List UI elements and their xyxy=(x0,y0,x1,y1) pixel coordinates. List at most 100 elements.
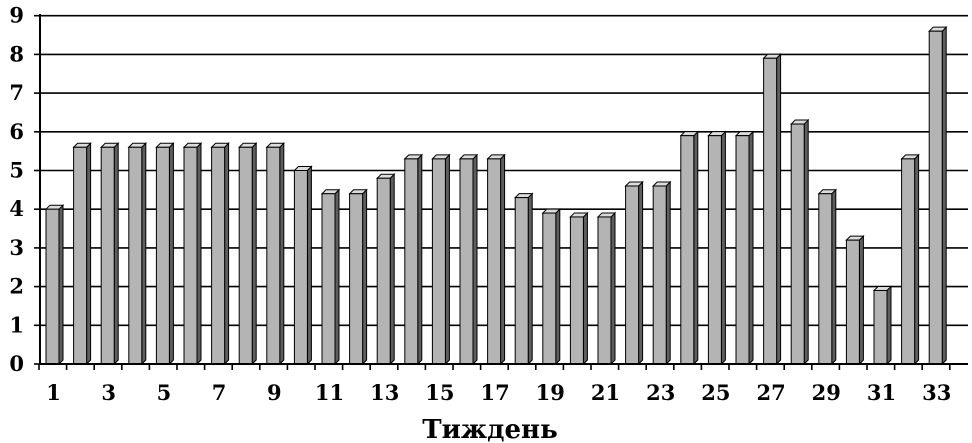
bar xyxy=(789,118,810,366)
bar-side xyxy=(555,207,561,366)
bar-front xyxy=(266,146,281,365)
y-tick-label: 0 xyxy=(9,351,24,376)
bar-front xyxy=(45,208,60,365)
bar xyxy=(182,142,203,366)
bar-front xyxy=(211,146,226,365)
x-tick-label: 5 xyxy=(157,380,172,405)
bar-front xyxy=(431,158,446,365)
bar xyxy=(927,25,948,366)
bar-front xyxy=(680,135,695,365)
y-tick-label: 3 xyxy=(9,235,24,260)
x-axis-title: Тиждень xyxy=(422,415,557,443)
bar-front xyxy=(873,289,888,365)
y-tick-label: 6 xyxy=(9,119,24,144)
bar-side xyxy=(251,142,257,366)
bar-side xyxy=(803,118,809,366)
bar-side xyxy=(500,153,506,366)
bar-front xyxy=(293,170,308,365)
bar-side xyxy=(831,188,837,366)
bar xyxy=(596,211,617,366)
bar-side xyxy=(638,180,644,366)
bar-front xyxy=(625,185,640,365)
bar xyxy=(403,153,424,366)
bar-side xyxy=(748,130,754,366)
bar-side xyxy=(113,142,119,366)
bar-front xyxy=(514,197,529,365)
bar xyxy=(513,192,534,366)
bar xyxy=(320,188,341,366)
y-tick-label: 4 xyxy=(9,196,24,221)
bar-side xyxy=(941,25,947,366)
bar-side xyxy=(306,165,312,366)
bar-side xyxy=(886,285,892,366)
bar-front xyxy=(487,158,502,365)
bar-front xyxy=(349,193,364,365)
bar xyxy=(845,234,865,366)
bar xyxy=(44,203,65,366)
bar xyxy=(679,130,700,366)
bar-side xyxy=(527,192,533,366)
y-tick-label: 9 xyxy=(9,3,24,28)
x-tick-label: 33 xyxy=(922,380,951,405)
bar-side xyxy=(389,173,395,366)
bar-side xyxy=(444,153,450,366)
bar-side xyxy=(58,203,64,366)
x-tick-label: 31 xyxy=(867,380,896,405)
bar-front xyxy=(901,158,916,365)
bar xyxy=(375,173,396,366)
bar-side xyxy=(86,142,92,366)
bar-front xyxy=(542,212,557,365)
bar-side xyxy=(224,142,230,366)
bar-front xyxy=(652,185,667,365)
bar-front xyxy=(597,216,612,365)
bar xyxy=(348,188,368,366)
bar-front xyxy=(376,177,391,365)
y-tick-label: 7 xyxy=(9,80,24,105)
x-tick-label: 25 xyxy=(701,380,730,405)
bar-side xyxy=(362,188,368,366)
bar-front xyxy=(735,135,750,365)
bar xyxy=(293,165,313,366)
bar-side xyxy=(417,153,423,366)
bar-front xyxy=(928,30,943,365)
x-tick-label: 3 xyxy=(101,380,116,405)
bar-side xyxy=(141,142,147,366)
bar xyxy=(72,142,92,366)
y-tick-label: 8 xyxy=(9,41,24,66)
x-tick-label: 7 xyxy=(212,380,227,405)
x-tick-label: 15 xyxy=(425,380,454,405)
bar xyxy=(458,153,479,366)
bar xyxy=(486,153,506,366)
bar-front xyxy=(100,146,115,365)
bar-side xyxy=(720,130,726,366)
x-tick-label: 1 xyxy=(46,380,61,405)
bar xyxy=(210,142,230,366)
bar-front xyxy=(155,146,170,365)
y-tick-label: 2 xyxy=(9,274,24,299)
bar xyxy=(431,153,451,366)
bar-front xyxy=(404,158,419,365)
bar xyxy=(127,142,148,366)
bar-front xyxy=(183,146,198,365)
bar xyxy=(155,142,175,366)
bar-front xyxy=(790,123,805,365)
bar-front xyxy=(73,146,88,365)
bar xyxy=(624,180,644,366)
x-tick-label: 11 xyxy=(315,380,344,405)
x-tick-label: 23 xyxy=(646,380,675,405)
bar-side xyxy=(196,142,202,366)
bar-front xyxy=(128,146,143,365)
bar xyxy=(900,153,920,366)
bar xyxy=(762,53,782,366)
bar-side xyxy=(168,142,174,366)
bar-side xyxy=(582,211,588,366)
bar-front xyxy=(763,57,778,365)
bar xyxy=(734,130,755,366)
bar xyxy=(872,285,893,366)
bar xyxy=(569,211,589,366)
x-tick-label: 19 xyxy=(536,380,565,405)
x-tick-label: 29 xyxy=(812,380,841,405)
y-tick-label: 1 xyxy=(9,312,24,337)
x-tick-label: 21 xyxy=(591,380,620,405)
bar-front xyxy=(818,193,833,365)
